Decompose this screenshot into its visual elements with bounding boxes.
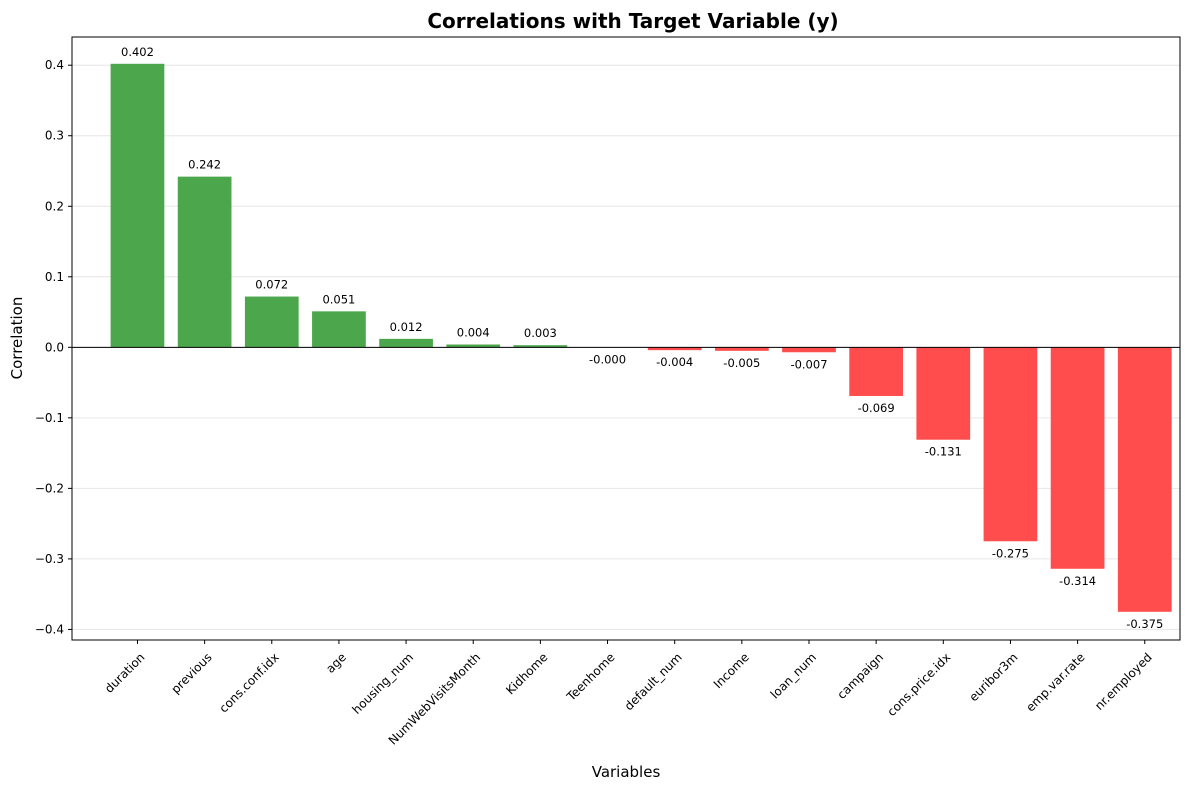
bar-loan-num [782,347,836,353]
data-label: 0.004 [457,325,490,339]
x-tick-label: loan_num [768,650,819,701]
data-label: -0.005 [723,356,760,370]
y-tick-label: 0.4 [45,58,64,72]
y-tick-label: −0.1 [35,411,64,425]
bar-numwebvisitsmonth [446,344,501,348]
x-tick-label: housing_num [349,650,416,717]
x-tick-label: cons.price.idx [885,650,954,719]
y-tick-label: 0.2 [45,199,64,213]
data-label: 0.051 [322,292,355,306]
bars [110,63,1172,612]
data-label: -0.069 [858,401,895,415]
x-tick-label: Kidhome [503,650,550,697]
x-tick-label: duration [102,650,148,696]
bar-cons-price-idx [916,347,971,440]
data-label: -0.314 [1059,574,1096,588]
y-tick-label: 0.3 [45,129,64,143]
data-label: -0.275 [992,546,1029,560]
x-tick-label: euribor3m [966,650,1020,704]
data-label: -0.004 [656,355,693,369]
data-label: 0.072 [255,278,288,292]
data-label: 0.012 [390,320,423,334]
y-tick-label: −0.4 [35,622,64,636]
y-tick-label: −0.2 [35,481,64,495]
x-tick-label: previous [169,650,215,696]
x-axis: duration previous cons.conf.idx age housing_… [102,640,1155,748]
bar-age [312,311,366,348]
x-tick-label: nr.employed [1092,650,1155,713]
chart-title: Correlations with Target Variable (y) [427,9,838,33]
plot-frame [71,36,1181,641]
y-tick-label: −0.3 [35,552,64,566]
y-axis-label: Correlation [8,297,26,380]
bar-euribor3m [983,347,1038,542]
data-label: 0.402 [121,45,154,59]
data-label: -0.375 [1126,617,1163,631]
x-tick-label: emp.var.rate [1023,650,1087,714]
bar-income [714,347,769,351]
x-tick-label: cons.conf.idx [217,650,282,715]
bar-cons-conf-idx [244,296,299,348]
bar-emp-var-rate [1050,347,1105,569]
data-label: 0.242 [188,158,221,172]
bar-default-num [647,347,702,351]
x-tick-label: Income [711,650,752,691]
bar-previous [177,176,232,348]
data-label: -0.131 [925,445,962,459]
bar-housing-num [379,338,433,348]
data-label: -0.007 [790,357,827,371]
data-label: -0.000 [589,352,626,366]
data-labels: 0.402 0.242 0.072 0.051 0.012 0.004 0.003 -0.00… [121,45,1163,631]
data-label: 0.003 [524,326,557,340]
x-tick-label: Teenhome [563,650,617,704]
bar-nr-employed [1117,347,1172,612]
x-tick-label: default_num [622,650,685,713]
bar-campaign [849,347,903,396]
y-tick-label: 0.0 [45,340,64,354]
x-axis-label: Variables [592,763,661,781]
x-tick-label: age [323,650,349,676]
bar-kidhome [513,345,568,348]
x-tick-label: campaign [834,650,886,702]
bar-duration [110,63,165,348]
y-axis: −0.4 −0.3 −0.2 −0.1 0.0 0.1 0.2 0.3 0.4 [35,58,72,636]
y-tick-label: 0.1 [45,270,64,284]
